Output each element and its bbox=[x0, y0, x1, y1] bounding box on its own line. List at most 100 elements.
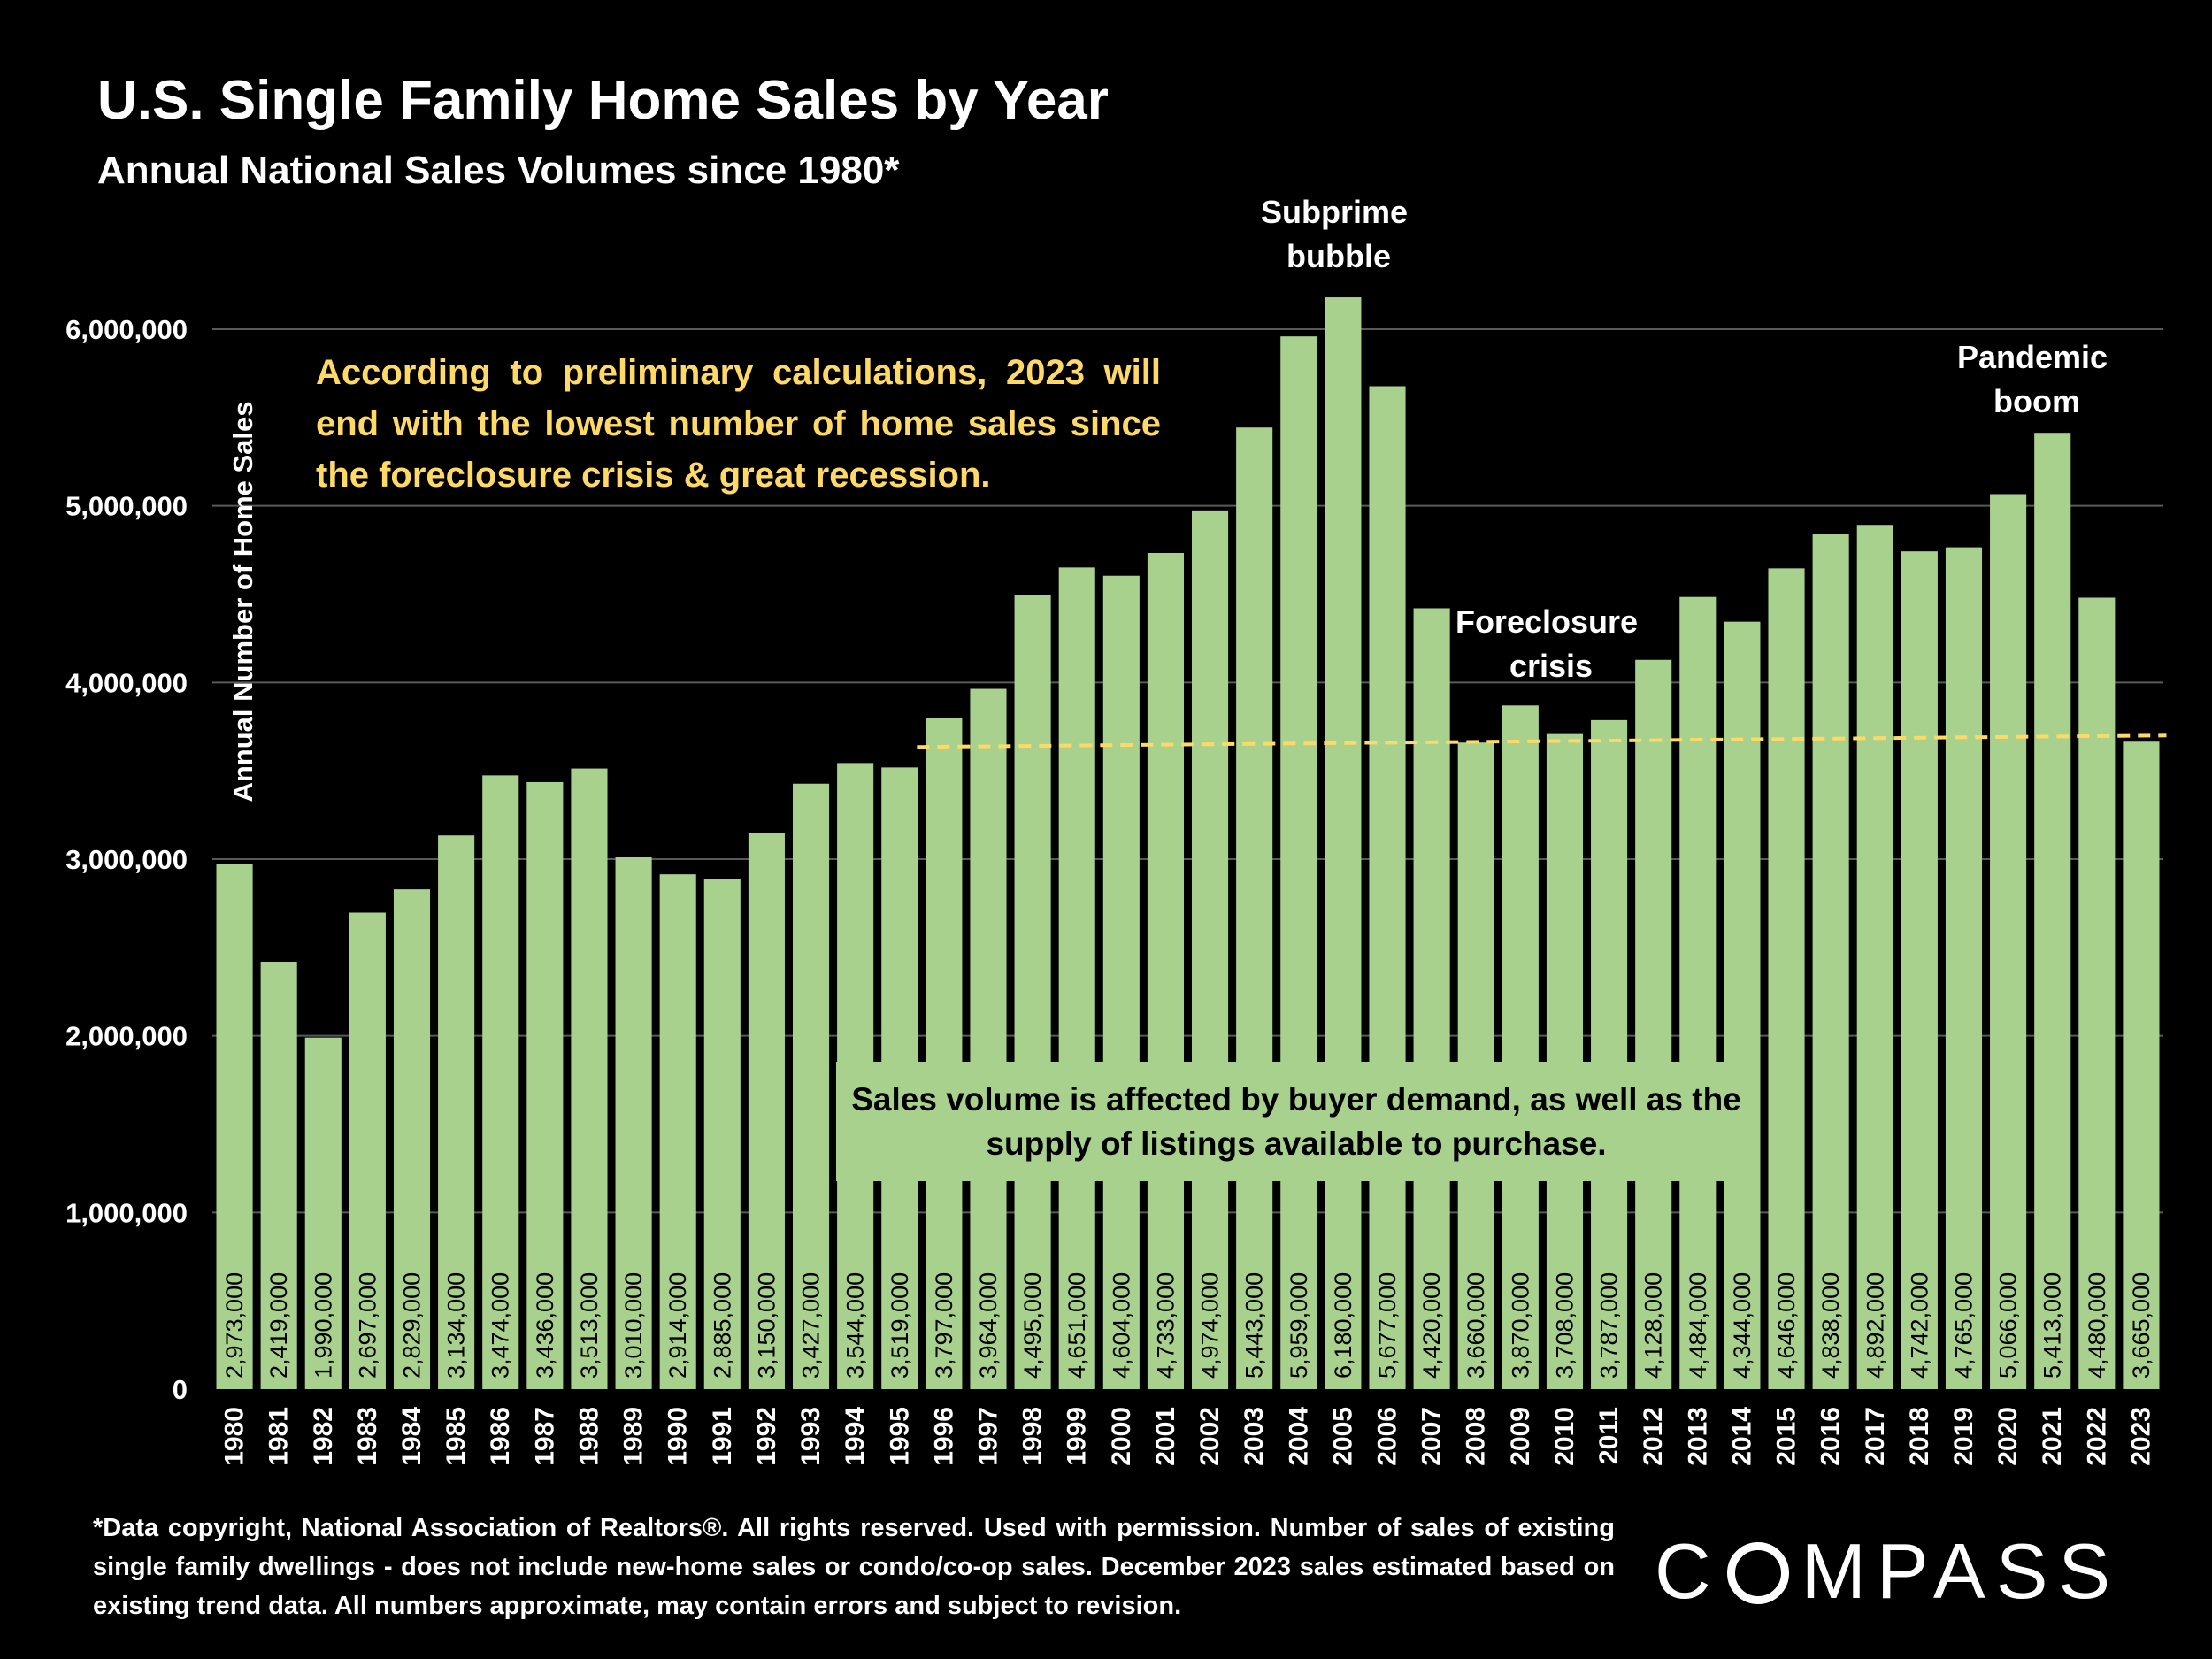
bar-value-label: 5,413,000 bbox=[2039, 1272, 2066, 1379]
y-tick-label: 6,000,000 bbox=[65, 314, 188, 345]
bar-value-label: 3,474,000 bbox=[488, 1272, 514, 1379]
bar bbox=[1280, 336, 1317, 1390]
bar-value-label: 3,134,000 bbox=[443, 1272, 470, 1379]
x-tick-label: 1989 bbox=[619, 1407, 649, 1466]
x-tick-label: 1997 bbox=[973, 1407, 1002, 1466]
bar-value-label: 4,344,000 bbox=[1729, 1272, 1755, 1379]
x-tick-label: 1982 bbox=[309, 1407, 338, 1466]
x-tick-label: 2017 bbox=[1861, 1407, 1890, 1466]
bar-value-label: 4,765,000 bbox=[1950, 1272, 1977, 1379]
foreclosure-annotation: Foreclosure crisis bbox=[1455, 603, 1647, 684]
preliminary-note: According to preliminary calculations, 2… bbox=[316, 353, 1161, 495]
x-tick-label: 2020 bbox=[1993, 1407, 2023, 1466]
bar bbox=[1901, 551, 1938, 1389]
bar bbox=[659, 874, 696, 1389]
x-tick-label: 1996 bbox=[929, 1407, 958, 1466]
bar bbox=[1192, 510, 1229, 1389]
bar-value-label: 3,010,000 bbox=[620, 1272, 647, 1379]
bar bbox=[571, 768, 608, 1389]
bar-value-label: 3,513,000 bbox=[576, 1272, 603, 1379]
bar bbox=[526, 781, 564, 1389]
bar-value-label: 4,838,000 bbox=[1817, 1272, 1844, 1379]
bar bbox=[1635, 659, 1672, 1389]
x-tick-label: 1981 bbox=[265, 1407, 294, 1466]
bar-value-label: 4,646,000 bbox=[1773, 1272, 1800, 1379]
bar bbox=[703, 879, 741, 1389]
bar bbox=[1147, 552, 1184, 1389]
x-tick-label: 2018 bbox=[1905, 1407, 1934, 1466]
x-tick-label: 2014 bbox=[1727, 1407, 1756, 1466]
x-tick-label: 1988 bbox=[574, 1407, 603, 1466]
bar bbox=[792, 783, 830, 1389]
x-tick-label: 1999 bbox=[1063, 1407, 1092, 1466]
bar-value-label: 3,519,000 bbox=[887, 1272, 913, 1379]
x-tick-label: 2015 bbox=[1772, 1407, 1801, 1466]
bar-value-label: 1,990,000 bbox=[310, 1272, 336, 1379]
bar-value-label: 3,665,000 bbox=[2128, 1272, 2154, 1379]
bar-value-label: 4,974,000 bbox=[1197, 1272, 1224, 1379]
bar bbox=[1546, 733, 1584, 1389]
bar-value-label: 3,150,000 bbox=[753, 1272, 780, 1379]
x-tick-label: 2011 bbox=[1594, 1407, 1624, 1464]
bar bbox=[615, 857, 652, 1389]
y-tick-label: 4,000,000 bbox=[65, 667, 188, 698]
bar bbox=[1325, 297, 1362, 1389]
x-tick-label: 2000 bbox=[1107, 1407, 1136, 1466]
y-tick-label: 3,000,000 bbox=[65, 844, 188, 875]
y-axis-label: Annual Number of Home Sales bbox=[227, 401, 258, 802]
x-tick-label: 1985 bbox=[442, 1407, 471, 1466]
footnote: *Data copyright, National Association of… bbox=[93, 1514, 1615, 1620]
bar bbox=[349, 912, 386, 1389]
x-tick-label: 1995 bbox=[885, 1407, 914, 1466]
bar bbox=[304, 1037, 342, 1389]
bar-value-label: 4,733,000 bbox=[1152, 1272, 1179, 1379]
bar bbox=[1945, 547, 1983, 1389]
bar-value-label: 4,480,000 bbox=[2084, 1272, 2110, 1379]
pandemic-annotation: Pandemic boom bbox=[1957, 339, 2116, 419]
compass-logo: C MPASS bbox=[1655, 1526, 2121, 1617]
bar-value-label: 3,870,000 bbox=[1507, 1272, 1533, 1379]
y-axis-ticks: 0 1,000,000 2,000,000 3,000,000 4,000,000 5,0… bbox=[65, 314, 188, 1405]
x-tick-label: 1986 bbox=[486, 1407, 515, 1466]
bar bbox=[2034, 433, 2071, 1389]
chart-title: U.S. Single Family Home Sales by Year bbox=[97, 70, 1109, 131]
x-tick-label: 2010 bbox=[1550, 1407, 1579, 1466]
x-tick-label: 1993 bbox=[796, 1407, 826, 1466]
bar bbox=[1014, 595, 1051, 1389]
bar-value-label: 3,708,000 bbox=[1551, 1272, 1578, 1379]
x-tick-label: 2003 bbox=[1240, 1407, 1269, 1466]
x-tick-label: 2012 bbox=[1639, 1407, 1668, 1466]
bar bbox=[1413, 608, 1450, 1389]
bar-value-label: 2,914,000 bbox=[664, 1272, 691, 1379]
bar bbox=[926, 718, 963, 1389]
y-tick-label: 5,000,000 bbox=[65, 491, 188, 522]
bar-value-label: 2,973,000 bbox=[221, 1272, 248, 1379]
bar-value-labels: 2,973,000 2,419,000 1,990,000 2,697,000 2,82… bbox=[221, 1272, 2154, 1379]
x-axis-ticks: 1980 1981 1982 1983 1984 1985 1986 1987 1988 1989… bbox=[220, 1407, 2156, 1466]
x-tick-label: 1990 bbox=[664, 1407, 693, 1466]
bar bbox=[260, 962, 297, 1389]
bar bbox=[1990, 494, 2027, 1389]
trend-line bbox=[917, 733, 2167, 749]
x-tick-label: 2001 bbox=[1151, 1407, 1180, 1466]
x-tick-label: 2007 bbox=[1417, 1407, 1447, 1466]
bar bbox=[393, 889, 431, 1389]
bar-value-label: 3,797,000 bbox=[931, 1272, 957, 1379]
x-tick-label: 1998 bbox=[1018, 1407, 1048, 1466]
bar bbox=[1679, 596, 1717, 1389]
bar bbox=[216, 864, 253, 1389]
x-tick-label: 1994 bbox=[841, 1407, 870, 1466]
bar-value-label: 2,829,000 bbox=[399, 1272, 426, 1379]
x-tick-label: 1980 bbox=[220, 1407, 250, 1466]
bar-value-label: 3,436,000 bbox=[532, 1272, 558, 1379]
bar-value-label: 4,742,000 bbox=[1906, 1272, 1932, 1379]
bar-value-label: 5,677,000 bbox=[1374, 1272, 1401, 1379]
supply-note-text: Sales volume is affected by buyer demand… bbox=[851, 1080, 1741, 1162]
x-tick-label: 2009 bbox=[1506, 1407, 1535, 1466]
bar-value-label: 2,419,000 bbox=[265, 1272, 292, 1379]
bar-value-label: 4,495,000 bbox=[1019, 1272, 1046, 1379]
y-tick-label: 1,000,000 bbox=[65, 1197, 188, 1228]
x-tick-label: 2008 bbox=[1462, 1407, 1491, 1466]
x-tick-label: 2019 bbox=[1949, 1407, 1978, 1466]
x-tick-label: 2021 bbox=[2038, 1407, 2067, 1466]
